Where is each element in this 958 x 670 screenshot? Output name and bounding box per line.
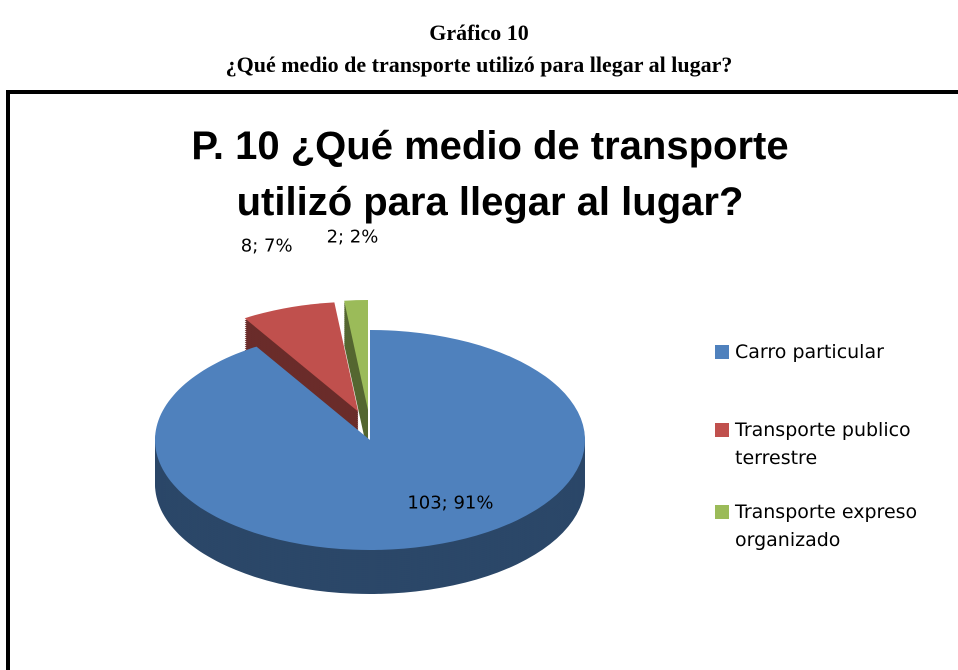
legend-swatch	[715, 423, 729, 437]
chart-frame	[6, 90, 958, 670]
pie-slice	[244, 302, 359, 412]
legend-label: Carro particular	[735, 341, 884, 363]
pie-slice	[155, 330, 586, 550]
data-label: 2; 2%	[327, 226, 379, 247]
legend-label: Transporte expreso organizado	[735, 501, 918, 551]
page: Gráfico 10 ¿Qué medio de transporte util…	[6, 20, 958, 670]
legend-item: Transporte publico terrestre	[715, 416, 950, 472]
header-title: Gráfico 10	[429, 20, 529, 45]
chart-title: P. 10 ¿Qué medio de transporte utilizó p…	[191, 124, 789, 224]
header-subtitle: ¿Qué medio de transporte utilizó para ll…	[225, 52, 733, 77]
legend-label: Transporte publico terrestre	[735, 419, 911, 469]
legend-swatch	[715, 345, 729, 359]
pie-slice	[344, 300, 368, 411]
data-label: 103; 91%	[407, 492, 493, 513]
data-label: 8; 7%	[241, 236, 293, 257]
legend-item: Carro particular	[715, 338, 950, 366]
chart: 103; 91% 8; 7% 2; 2%	[155, 226, 586, 594]
legend-swatch	[715, 505, 729, 519]
legend-item: Transporte expreso organizado	[715, 498, 950, 554]
